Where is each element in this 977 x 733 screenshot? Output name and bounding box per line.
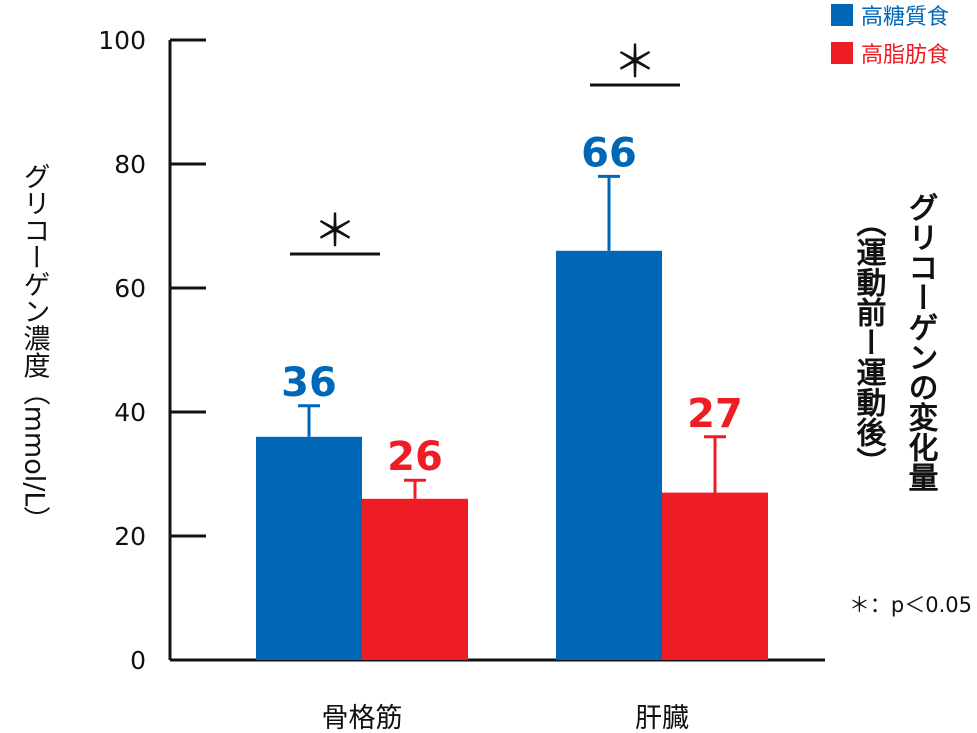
data-label: 36	[281, 360, 337, 406]
category-label: 肝臓	[635, 703, 689, 733]
significance-star: ＊	[313, 206, 357, 257]
y-axis-title: グリコーゲン濃度（mmol/L）	[19, 163, 51, 534]
category-labels: 骨格筋 肝臓	[322, 703, 690, 733]
category-label: 骨格筋	[322, 703, 403, 733]
right-label-sub: （運動前ー運動後）	[851, 207, 887, 477]
y-tick-label: 80	[114, 150, 146, 179]
y-tick-label: 20	[114, 522, 146, 551]
legend-label-carb: 高糖質食	[861, 5, 949, 30]
y-tick-label: 60	[114, 274, 146, 303]
data-labels: 36 26 66 27	[281, 130, 743, 480]
bars	[256, 174, 768, 661]
legend-swatch-fat	[831, 42, 853, 64]
y-tick-label: 0	[130, 646, 146, 675]
bar	[556, 250, 662, 661]
data-label: 27	[687, 391, 743, 437]
data-label: 26	[387, 434, 443, 480]
y-tick-label: 40	[114, 398, 146, 427]
right-label-main: グリコーゲンの変化量	[903, 192, 939, 492]
legend-swatch-carb	[831, 4, 853, 26]
legend: 高糖質食 高脂肪食	[831, 4, 949, 68]
y-tick-label: 100	[98, 26, 146, 55]
significance-markers: ＊＊	[290, 37, 680, 257]
legend-label-fat: 高脂肪食	[861, 43, 949, 68]
significance-note: ＊：p＜0.05	[849, 593, 972, 617]
significance-star: ＊	[613, 37, 657, 88]
data-label: 66	[581, 130, 637, 176]
bar	[662, 492, 768, 660]
y-ticks: 0 20 40 60 80 100	[98, 26, 206, 675]
bar	[256, 436, 362, 660]
bar	[362, 498, 468, 660]
